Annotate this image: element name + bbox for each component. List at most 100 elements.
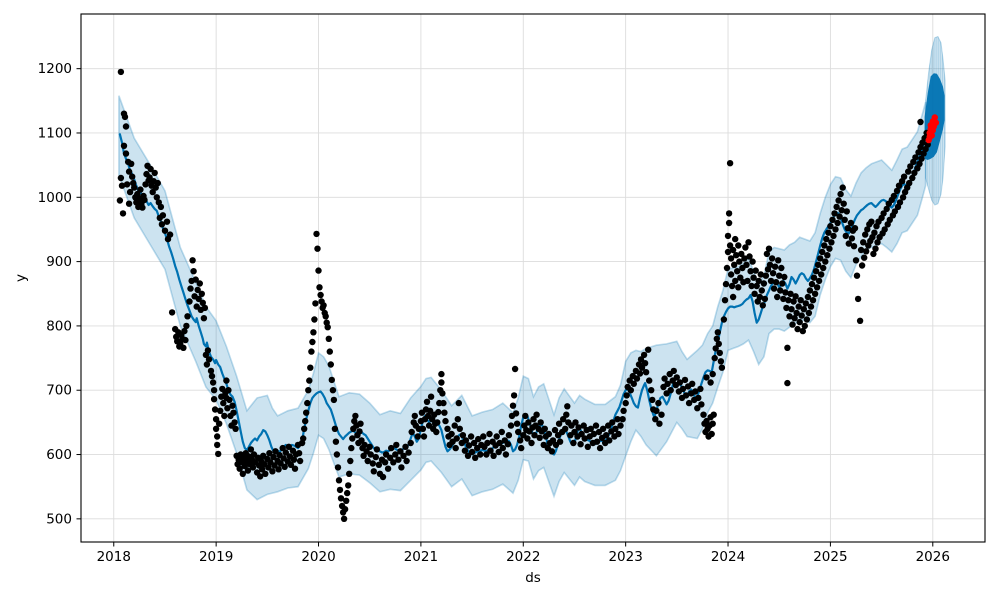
observation-point <box>872 245 879 252</box>
uncertainty-band-area <box>118 95 927 501</box>
observation-point <box>549 437 557 444</box>
observation-point <box>698 401 705 408</box>
observation-point <box>827 223 834 230</box>
observation-point <box>531 432 538 439</box>
observation-point <box>502 451 510 458</box>
observation-point <box>166 231 174 238</box>
observation-point <box>633 375 641 382</box>
observation-point <box>320 302 327 309</box>
observation-point <box>402 443 409 450</box>
observation-point <box>507 422 515 429</box>
observation-point <box>780 295 787 303</box>
observation-point <box>915 149 922 156</box>
observation-point <box>823 235 830 243</box>
observation-point <box>609 419 616 426</box>
observation-point <box>308 348 315 355</box>
observation-point <box>272 448 279 455</box>
observation-point <box>411 412 418 420</box>
observation-point <box>570 439 577 447</box>
observation-point <box>655 399 662 407</box>
observation-point <box>400 452 407 459</box>
observation-point <box>528 439 535 447</box>
observation-point <box>444 425 451 432</box>
observation-point <box>304 399 311 407</box>
observation-point <box>729 293 737 301</box>
observation-point <box>209 379 217 386</box>
observation-point <box>864 226 871 233</box>
observation-point <box>735 284 742 291</box>
observation-point <box>381 459 389 466</box>
observation-point <box>312 300 319 307</box>
observation-point <box>744 277 751 285</box>
observation-point <box>223 377 230 384</box>
observation-point <box>426 407 434 414</box>
observation-point <box>587 425 594 432</box>
observation-point <box>817 255 824 262</box>
observation-point <box>352 412 359 420</box>
observation-point <box>343 497 350 504</box>
observation-point <box>664 380 671 387</box>
observation-point <box>768 255 776 262</box>
observation-point <box>772 279 780 286</box>
observation-point <box>778 264 785 272</box>
observation-point <box>327 361 334 368</box>
observation-point <box>603 432 610 439</box>
observation-point <box>714 329 721 336</box>
observation-point <box>241 462 248 470</box>
observation-point <box>802 300 809 307</box>
y-tick-label: 1000 <box>38 190 72 206</box>
observation-point <box>364 457 371 465</box>
observation-point <box>572 419 579 426</box>
observation-point <box>731 261 738 268</box>
observation-point <box>853 272 861 279</box>
observation-point <box>756 293 763 301</box>
observation-point <box>747 268 754 275</box>
observation-point <box>685 399 693 407</box>
observation-point <box>728 282 736 290</box>
y-tick-label: 700 <box>46 383 72 399</box>
observation-point <box>266 450 273 457</box>
observation-point <box>346 470 353 477</box>
observation-point <box>329 387 337 394</box>
observation-point <box>713 335 720 342</box>
observation-point <box>300 435 307 442</box>
observation-point <box>886 216 893 223</box>
observation-point <box>807 303 815 310</box>
observation-point <box>336 486 344 494</box>
observation-point <box>495 448 502 456</box>
observation-point <box>344 489 351 497</box>
observation-point <box>468 448 476 456</box>
observation-point <box>658 411 665 418</box>
observation-point <box>119 210 127 217</box>
observation-point <box>733 252 740 259</box>
observation-point <box>448 430 455 438</box>
observation-point <box>379 473 387 481</box>
observation-point <box>755 277 762 285</box>
observation-point <box>703 417 710 425</box>
observation-point <box>230 409 237 416</box>
observation-point <box>204 347 212 354</box>
observation-point <box>314 245 321 252</box>
observation-point <box>214 441 221 449</box>
observation-point <box>187 285 194 292</box>
observation-point <box>673 374 680 381</box>
observation-point <box>800 306 807 313</box>
observation-point <box>262 470 269 477</box>
observation-point <box>761 295 769 303</box>
observation-point <box>796 318 803 326</box>
observation-point <box>347 457 354 465</box>
observation-point <box>499 444 506 452</box>
observation-point <box>789 321 796 328</box>
observation-point <box>720 316 728 323</box>
observation-point <box>614 416 621 423</box>
observation-point <box>220 399 227 407</box>
observation-point <box>384 465 392 472</box>
observation-point <box>762 272 770 279</box>
observation-point <box>146 174 153 181</box>
observation-point <box>829 216 836 223</box>
observation-point <box>515 428 522 436</box>
observation-point <box>828 239 835 246</box>
x-tick-label: 2026 <box>916 549 950 565</box>
observation-point <box>296 457 304 465</box>
observation-point <box>564 403 571 410</box>
